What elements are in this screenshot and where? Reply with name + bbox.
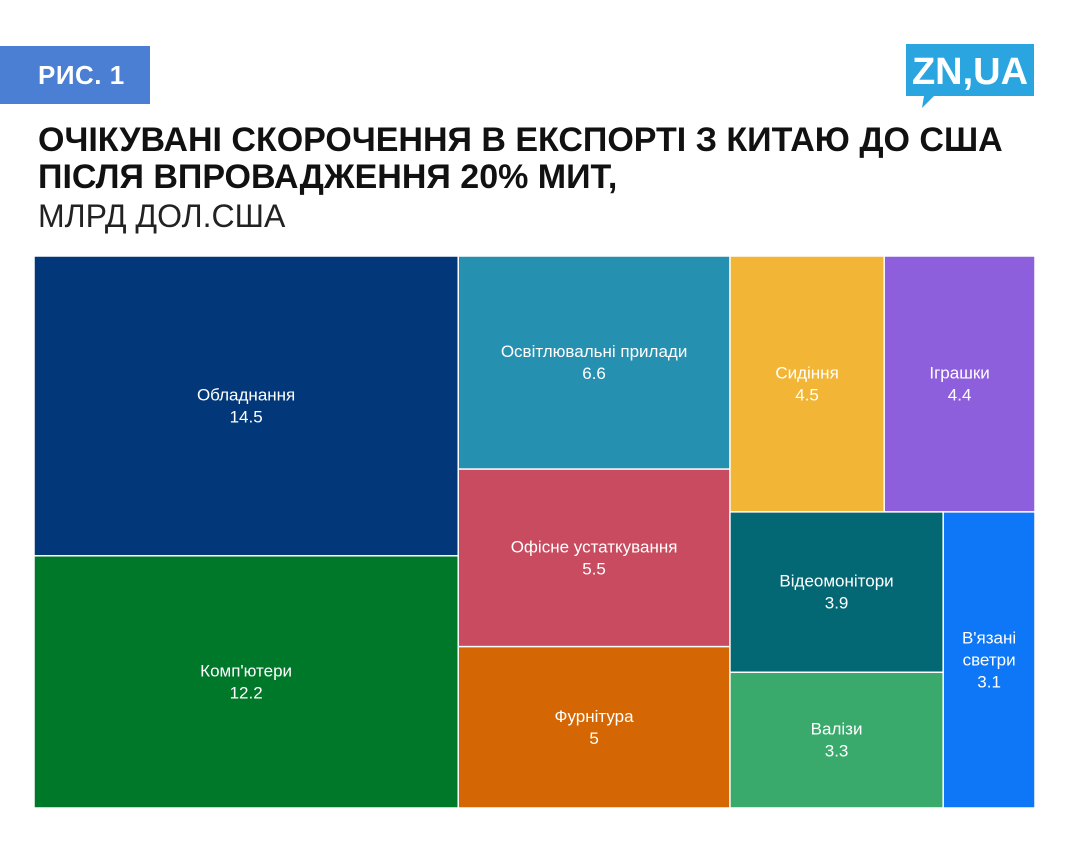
cell-value: 3.9 [825, 594, 849, 613]
cell-value: 14.5 [230, 407, 263, 426]
zn-ua-logo: ZN,UA [906, 44, 1034, 108]
cell-label: Іграшки [929, 363, 989, 382]
treemap-cell [458, 256, 730, 469]
cell-value: 3.1 [977, 672, 1001, 691]
cell-label: Відеомонітори [779, 572, 893, 591]
treemap-cell [34, 556, 458, 808]
treemap-cell [34, 256, 458, 556]
chart-subtitle: МЛРД ДОЛ.США [38, 198, 286, 234]
cell-value: 5.5 [582, 559, 606, 578]
cell-label: Фурнітура [555, 707, 635, 726]
cell-label: Офісне устаткування [511, 537, 678, 556]
cell-label: Валізи [811, 720, 863, 739]
cell-label: Сидіння [775, 363, 838, 382]
cell-value: 3.3 [825, 742, 849, 761]
treemap-cell [730, 512, 943, 672]
cell-label: В'язані [962, 628, 1016, 647]
treemap-cell [458, 647, 730, 808]
cell-value: 12.2 [230, 683, 263, 702]
cell-value: 4.4 [948, 385, 972, 404]
cell-label: Комп'ютери [200, 661, 292, 680]
cell-value: 5 [589, 729, 598, 748]
cell-label: Обладнання [197, 385, 295, 404]
cell-label: Освітлювальні прилади [501, 342, 688, 361]
cell-label: светри [963, 650, 1016, 669]
treemap-cell [884, 256, 1035, 512]
treemap-cell [730, 673, 943, 808]
treemap-cell [943, 512, 1035, 808]
cell-value: 4.5 [795, 385, 819, 404]
figure-label: РИС. 1 [0, 46, 150, 104]
treemap-cell [458, 469, 730, 646]
logo-text: ZN,UA [912, 51, 1028, 93]
treemap-cell [730, 256, 884, 512]
chart-title: ОЧІКУВАНІ СКОРОЧЕННЯ В ЕКСПОРТІ З КИТАЮ … [38, 121, 1003, 196]
cell-value: 6.6 [582, 364, 606, 383]
